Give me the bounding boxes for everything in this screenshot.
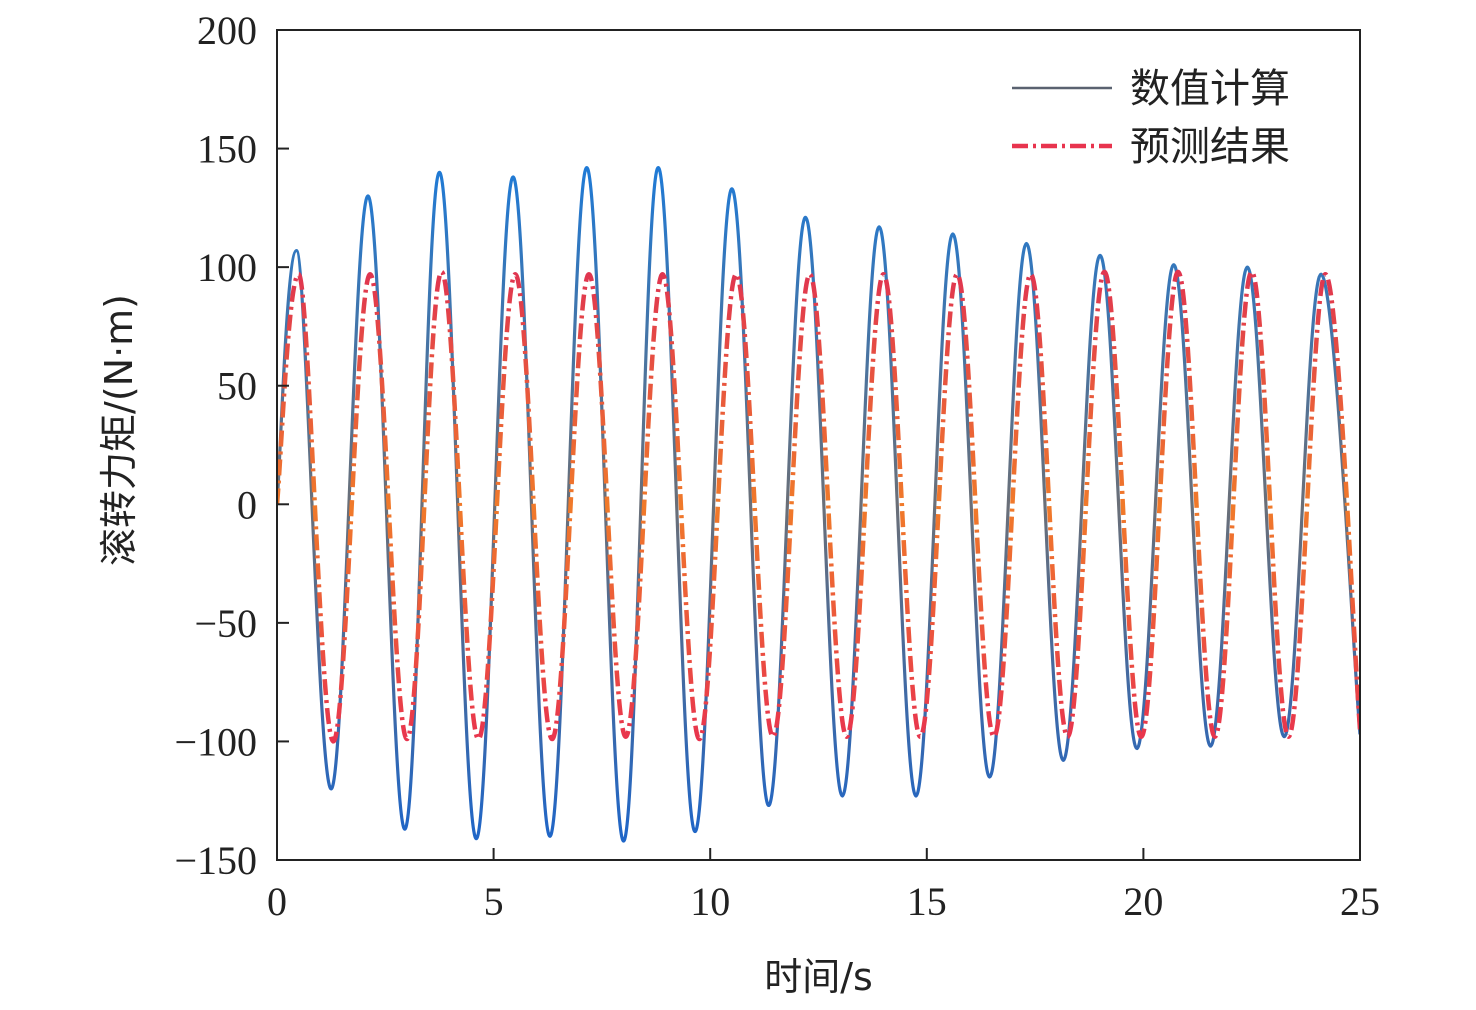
x-tick-label: 15 — [907, 879, 947, 924]
legend-simulation-label: 数值计算 — [1130, 66, 1290, 112]
x-tick-label: 25 — [1340, 879, 1380, 924]
y-tick-label: −150 — [174, 838, 257, 883]
legend-prediction-label: 预测结果 — [1130, 124, 1290, 170]
series-1 — [277, 165, 1360, 843]
y-tick-label: 50 — [217, 364, 257, 409]
x-tick-label: 0 — [267, 879, 287, 924]
x-tick-label: 20 — [1123, 879, 1163, 924]
x-tick-label: 5 — [484, 879, 504, 924]
x-axis-title: 时间/s — [764, 955, 873, 999]
simulation-series-line — [277, 165, 1360, 843]
series-2 — [277, 269, 1360, 744]
y-axis-title: 滚转力矩/(N·m) — [97, 294, 141, 566]
y-tick-label: −100 — [174, 719, 257, 764]
y-tick-label: 100 — [197, 245, 257, 290]
prediction-series-line — [277, 269, 1360, 744]
y-tick-label: 0 — [237, 482, 257, 527]
y-tick-label: 200 — [197, 8, 257, 53]
y-tick-label: 150 — [197, 127, 257, 172]
plot-frame — [276, 29, 1361, 861]
y-tick-label: −50 — [194, 601, 257, 646]
x-tick-label: 10 — [690, 879, 730, 924]
